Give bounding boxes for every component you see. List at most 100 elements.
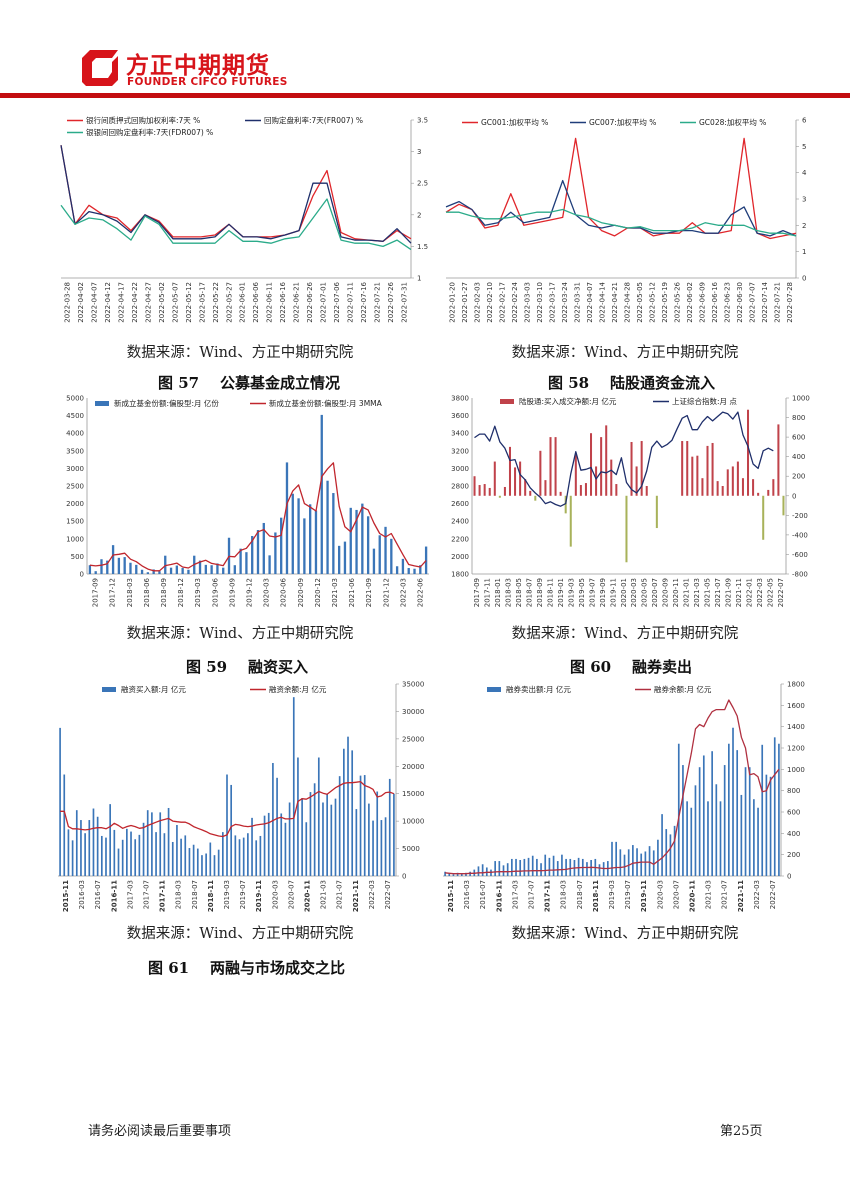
svg-text:-400: -400	[792, 531, 808, 539]
svg-text:2500: 2500	[66, 483, 84, 491]
svg-text:2017-11: 2017-11	[484, 578, 492, 607]
series-1	[89, 462, 427, 572]
figure-60-caption: 图 60 融券卖出	[570, 658, 692, 676]
svg-text:2015-11: 2015-11	[447, 880, 455, 912]
legend: 银行间质押式回购加权利率:7天 % 回购定盘利率:7天(FR007) % 银银间回购…	[67, 115, 363, 137]
svg-text:2018-03: 2018-03	[126, 578, 134, 607]
svg-text:2020-09: 2020-09	[297, 578, 305, 607]
svg-text:2019-07: 2019-07	[239, 880, 247, 909]
svg-text:2020-06: 2020-06	[280, 577, 288, 607]
series-1	[474, 411, 774, 507]
svg-text:800: 800	[787, 787, 800, 795]
svg-text:30000: 30000	[402, 708, 424, 716]
svg-text:2019-07: 2019-07	[588, 578, 596, 607]
source-note-6: 数据来源：Wind、方正中期研究院	[511, 926, 739, 942]
svg-text:2021-06: 2021-06	[348, 577, 356, 607]
svg-text:2.5: 2.5	[417, 180, 428, 188]
svg-text:2021-09: 2021-09	[365, 578, 373, 607]
page-header: 方正中期期货 FOUNDER CIFCO FUTURES	[0, 0, 850, 100]
svg-text:1: 1	[417, 275, 421, 283]
svg-text:2021-01: 2021-01	[683, 578, 691, 607]
svg-text:600: 600	[787, 809, 800, 817]
svg-text:2400: 2400	[451, 518, 469, 526]
svg-text:2022-06-11: 2022-06-11	[266, 282, 274, 323]
svg-text:3800: 3800	[451, 395, 469, 403]
svg-text:2022-06-01: 2022-06-01	[239, 282, 247, 323]
svg-text:2022-05-07: 2022-05-07	[171, 282, 179, 323]
svg-text:2022-06-30: 2022-06-30	[736, 282, 744, 323]
svg-text:2018-09: 2018-09	[160, 578, 168, 607]
svg-text:2020-03: 2020-03	[630, 578, 638, 607]
svg-text:3600: 3600	[451, 412, 469, 420]
svg-text:20000: 20000	[402, 763, 424, 771]
svg-text:银银间回购定盘利率:7天(FDR007) %: 银银间回购定盘利率:7天(FDR007) %	[86, 127, 213, 137]
svg-text:2019-01: 2019-01	[557, 578, 565, 607]
svg-text:2020-07: 2020-07	[651, 578, 659, 607]
chart-repo-rates: 1 1.5 2 2.5 3 3.5 2022-03-28 2022-04-02 2022-04-…	[55, 112, 435, 332]
svg-text:3.5: 3.5	[417, 117, 428, 125]
svg-text:2022-05: 2022-05	[766, 578, 774, 607]
svg-text:500: 500	[71, 553, 84, 561]
axes: 0 200 400 600 800 1000 1200 1400 1600 1800 2015-11…	[443, 681, 805, 912]
svg-text:6: 6	[802, 117, 807, 125]
svg-text:2020-07: 2020-07	[672, 880, 680, 909]
series-0	[88, 414, 428, 574]
svg-text:2020-03: 2020-03	[263, 578, 271, 607]
svg-text:2022-05-26: 2022-05-26	[673, 281, 681, 322]
svg-text:2018-07: 2018-07	[191, 880, 199, 909]
svg-text:GC001:加权平均 %: GC001:加权平均 %	[481, 117, 548, 127]
axes: 0 500 1000 1500 2000 2500 3000 3500 4000 4500 5000…	[66, 395, 429, 607]
svg-text:2022-05-12: 2022-05-12	[185, 282, 193, 323]
svg-text:2022-05-02: 2022-05-02	[158, 282, 166, 323]
svg-text:2019-12: 2019-12	[245, 578, 253, 607]
svg-text:2022-04-14: 2022-04-14	[598, 281, 606, 322]
svg-text:2800: 2800	[451, 483, 469, 491]
svg-text:35000: 35000	[402, 681, 424, 689]
svg-text:GC028:加权平均 %: GC028:加权平均 %	[699, 117, 766, 127]
svg-text:2022-07: 2022-07	[384, 880, 392, 909]
svg-text:-800: -800	[792, 571, 808, 579]
svg-text:3500: 3500	[66, 447, 84, 455]
svg-text:2022-05-05: 2022-05-05	[636, 282, 644, 323]
axes: 0 1 2 3 4 5 6 2022-01-20 2022-01-27 2022-02-03 202…	[446, 117, 807, 323]
svg-text:2022-06-26: 2022-06-26	[306, 281, 314, 322]
svg-text:2017-11: 2017-11	[544, 880, 552, 912]
svg-text:5000: 5000	[402, 845, 420, 853]
svg-text:2020-07: 2020-07	[287, 880, 295, 909]
series-1	[445, 179, 797, 237]
svg-text:2022-04-22: 2022-04-22	[131, 282, 139, 323]
svg-text:2018-11: 2018-11	[207, 880, 215, 912]
svg-text:600: 600	[792, 434, 805, 442]
svg-text:3000: 3000	[66, 465, 84, 473]
series-2	[60, 198, 412, 251]
svg-text:-600: -600	[792, 551, 808, 559]
svg-text:1800: 1800	[787, 681, 805, 689]
svg-text:2200: 2200	[451, 535, 469, 543]
svg-text:2017-07: 2017-07	[528, 880, 536, 909]
legend: 陆股通:买入成交净额:月 亿元 上证综合指数:月 点	[500, 396, 737, 406]
header-divider	[0, 93, 850, 98]
svg-text:2016-03: 2016-03	[78, 880, 86, 909]
svg-text:2019-03: 2019-03	[608, 880, 616, 909]
svg-text:2022-01: 2022-01	[745, 578, 753, 607]
svg-text:2019-09: 2019-09	[599, 578, 607, 607]
svg-text:2022-07-07: 2022-07-07	[748, 282, 756, 323]
svg-text:2: 2	[417, 211, 421, 219]
svg-text:2022-06-23: 2022-06-23	[723, 282, 731, 323]
svg-text:2021-11: 2021-11	[737, 880, 745, 912]
svg-text:2018-11: 2018-11	[592, 880, 600, 912]
svg-text:新成立基金份额:偏股型:月 3MMA: 新成立基金份额:偏股型:月 3MMA	[269, 398, 383, 408]
svg-text:2022-07-28: 2022-07-28	[786, 282, 794, 323]
svg-text:GC007:加权平均 %: GC007:加权平均 %	[589, 117, 656, 127]
svg-text:1000: 1000	[787, 766, 805, 774]
svg-text:1800: 1800	[451, 571, 469, 579]
svg-text:2016-11: 2016-11	[110, 880, 118, 912]
svg-text:新成立基金份额:偏股型:月 亿份: 新成立基金份额:偏股型:月 亿份	[114, 398, 219, 408]
svg-text:2021-11: 2021-11	[735, 578, 743, 607]
source-note-3: 数据来源：Wind、方正中期研究院	[126, 626, 354, 642]
svg-text:2022-03: 2022-03	[399, 578, 407, 607]
svg-text:0: 0	[787, 873, 791, 881]
svg-text:2021-07: 2021-07	[714, 578, 722, 607]
svg-text:2019-07: 2019-07	[624, 880, 632, 909]
series-0	[59, 697, 395, 876]
